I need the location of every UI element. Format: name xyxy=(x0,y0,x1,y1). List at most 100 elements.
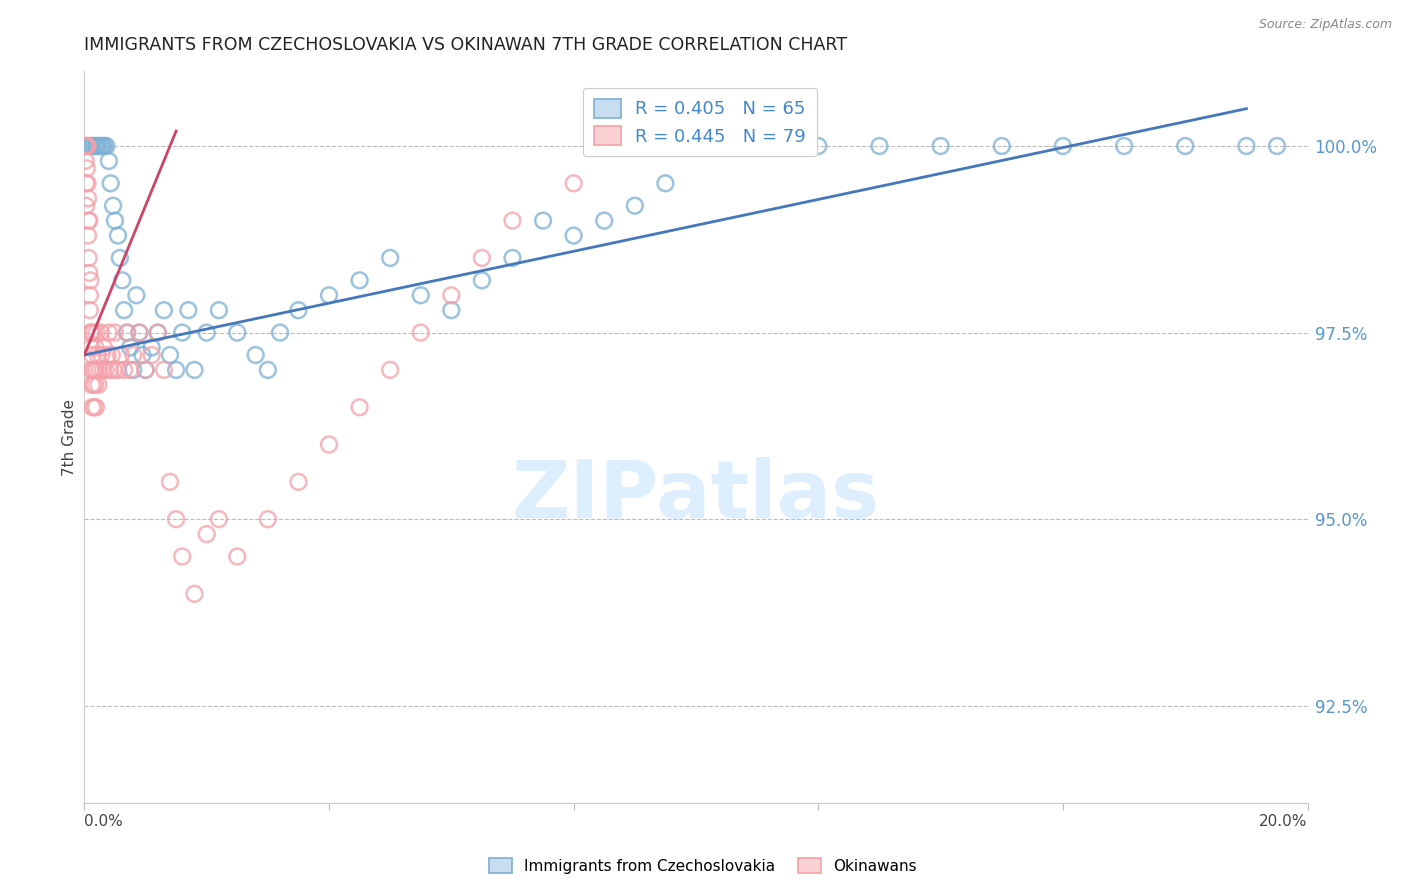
Point xyxy=(84,377,107,392)
Point xyxy=(103,363,125,377)
Point xyxy=(245,348,267,362)
Point xyxy=(1052,139,1074,153)
Point xyxy=(593,213,616,227)
Text: 20.0%: 20.0% xyxy=(1260,814,1308,829)
Point xyxy=(76,139,98,153)
Point xyxy=(76,139,98,153)
Point xyxy=(183,363,205,377)
Point xyxy=(83,377,105,392)
Point xyxy=(135,363,157,377)
Point xyxy=(122,363,145,377)
Point xyxy=(75,153,97,168)
Point xyxy=(97,348,120,362)
Point xyxy=(73,139,96,153)
Point xyxy=(165,363,187,377)
Point xyxy=(77,191,100,205)
Point xyxy=(141,348,163,362)
Point xyxy=(79,288,101,302)
Point xyxy=(110,348,132,362)
Point xyxy=(115,326,138,340)
Point xyxy=(122,348,145,362)
Point xyxy=(82,401,104,415)
Point xyxy=(1236,139,1258,153)
Point xyxy=(257,512,280,526)
Point xyxy=(75,199,97,213)
Point xyxy=(208,512,231,526)
Point xyxy=(77,213,100,227)
Point xyxy=(226,549,249,564)
Point xyxy=(83,363,105,377)
Point xyxy=(94,363,117,377)
Point xyxy=(87,139,110,153)
Point xyxy=(84,341,107,355)
Point xyxy=(195,326,218,340)
Point xyxy=(77,251,100,265)
Point xyxy=(141,341,163,355)
Point xyxy=(318,437,340,451)
Point xyxy=(79,326,101,340)
Point xyxy=(562,177,585,191)
Point xyxy=(440,288,463,302)
Point xyxy=(75,177,97,191)
Text: Source: ZipAtlas.com: Source: ZipAtlas.com xyxy=(1258,18,1392,31)
Point xyxy=(107,363,129,377)
Point xyxy=(104,213,127,227)
Point xyxy=(159,348,181,362)
Point xyxy=(112,363,135,377)
Point xyxy=(80,341,103,355)
Point xyxy=(77,228,100,243)
Point xyxy=(96,139,118,153)
Point xyxy=(685,139,707,153)
Point xyxy=(1265,139,1288,153)
Point xyxy=(86,363,108,377)
Point xyxy=(208,303,231,318)
Text: IMMIGRANTS FROM CZECHOSLOVAKIA VS OKINAWAN 7TH GRADE CORRELATION CHART: IMMIGRANTS FROM CZECHOSLOVAKIA VS OKINAW… xyxy=(84,36,848,54)
Point xyxy=(177,303,200,318)
Point xyxy=(747,139,769,153)
Point xyxy=(409,326,432,340)
Point xyxy=(120,341,142,355)
Point xyxy=(80,377,103,392)
Point xyxy=(89,139,111,153)
Point xyxy=(80,326,103,340)
Point xyxy=(101,199,124,213)
Point xyxy=(807,139,830,153)
Point xyxy=(624,139,647,153)
Point xyxy=(115,326,138,340)
Point xyxy=(685,139,707,153)
Point xyxy=(562,228,585,243)
Point xyxy=(82,363,104,377)
Point xyxy=(77,266,100,280)
Point xyxy=(83,139,105,153)
Point xyxy=(79,273,101,287)
Point xyxy=(112,303,135,318)
Point xyxy=(86,326,108,340)
Point xyxy=(1174,139,1197,153)
Point xyxy=(97,153,120,168)
Legend: R = 0.405   N = 65, R = 0.445   N = 79: R = 0.405 N = 65, R = 0.445 N = 79 xyxy=(582,87,817,156)
Point xyxy=(380,363,402,377)
Point xyxy=(349,273,371,287)
Point xyxy=(287,303,309,318)
Point xyxy=(76,177,98,191)
Point xyxy=(104,326,127,340)
Point xyxy=(471,251,494,265)
Point xyxy=(146,326,169,340)
Point xyxy=(101,348,124,362)
Point xyxy=(153,303,176,318)
Point xyxy=(90,348,112,362)
Point xyxy=(654,177,676,191)
Point xyxy=(80,139,103,153)
Point xyxy=(75,139,97,153)
Point xyxy=(502,251,524,265)
Point xyxy=(77,213,100,227)
Point xyxy=(257,363,280,377)
Point xyxy=(97,326,120,340)
Point xyxy=(120,363,142,377)
Point xyxy=(111,273,134,287)
Point xyxy=(89,363,111,377)
Point xyxy=(502,213,524,227)
Point xyxy=(125,288,148,302)
Point xyxy=(128,326,150,340)
Point xyxy=(409,288,432,302)
